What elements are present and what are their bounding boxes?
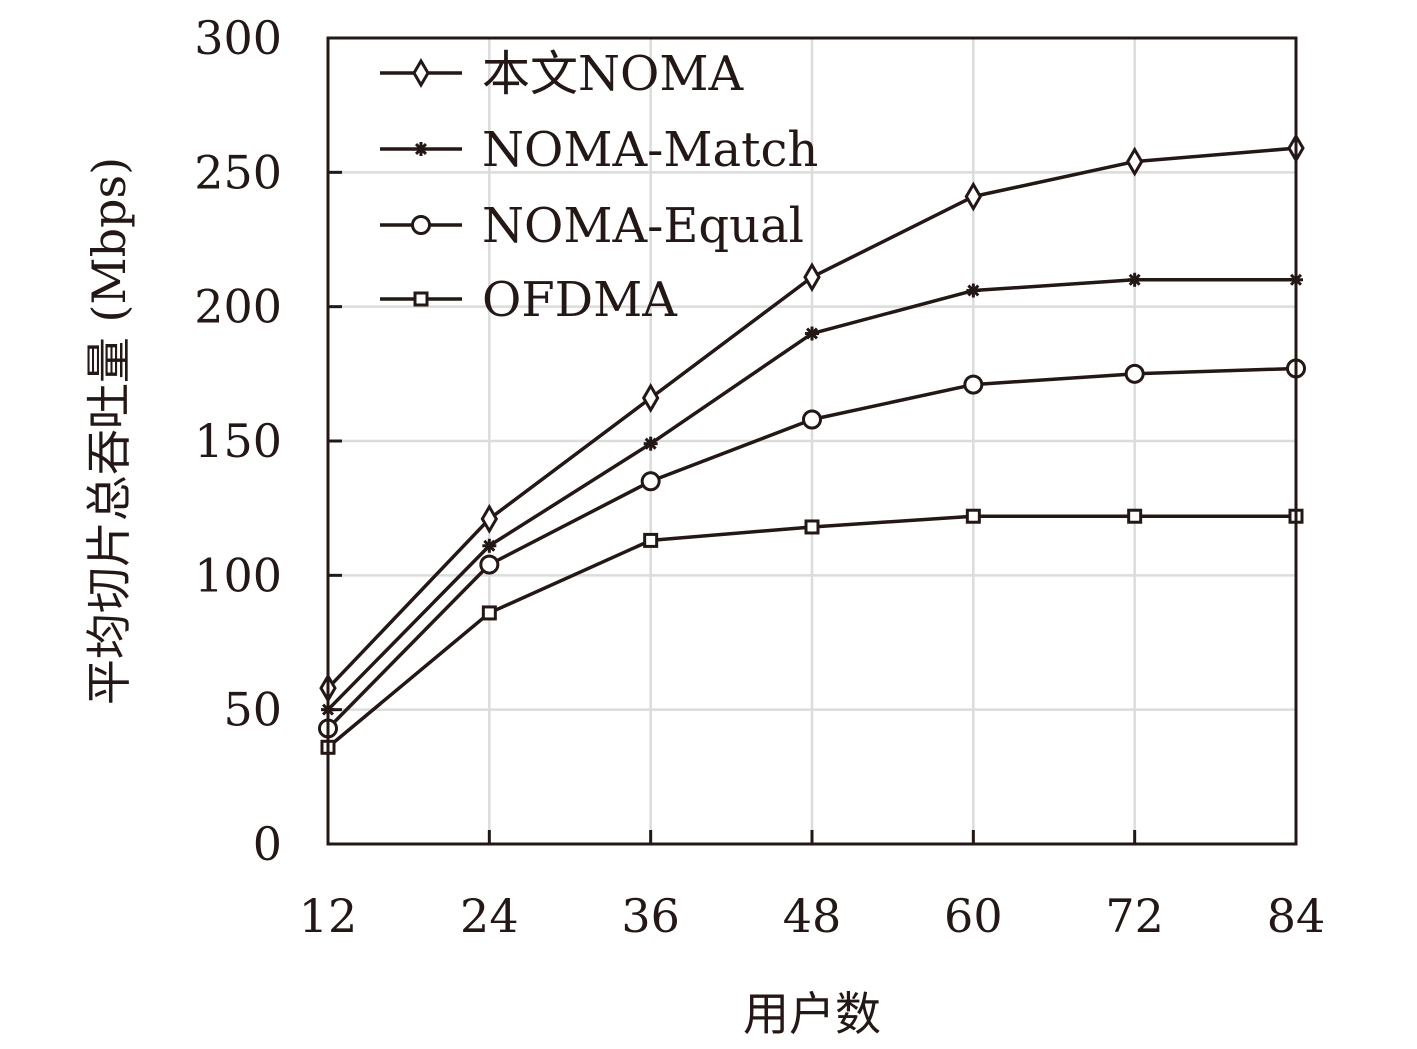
legend-marker-diamond — [412, 58, 430, 88]
data-point-square — [1127, 508, 1143, 524]
y-tick-label: 50 — [223, 683, 282, 737]
data-point-star — [966, 283, 981, 298]
data-point-star — [805, 326, 819, 341]
data-point-diamond — [1125, 146, 1144, 177]
data-point-circle — [802, 409, 822, 430]
legend-marker-circle — [411, 215, 431, 235]
y-tick-label: 0 — [253, 817, 282, 871]
legend-label: NOMA-Match — [482, 122, 818, 178]
x-tick-label: 60 — [944, 889, 1003, 943]
x-tick-label: 36 — [621, 889, 680, 943]
tick-layer: 12 24 36 48 60 72 84 0 50 100 150 200 250 300 — [194, 11, 1325, 943]
legend-label: 本文NOMA — [482, 46, 745, 102]
x-tick-label: 12 — [299, 889, 358, 943]
y-tick-label: 150 — [194, 414, 282, 468]
y-tick-label: 250 — [194, 145, 282, 199]
y-tick-label: 200 — [194, 280, 282, 334]
y-tick-label: 300 — [194, 11, 282, 65]
data-point-diamond — [803, 262, 821, 293]
data-point-diamond — [480, 503, 499, 534]
legend-marker-star — [414, 142, 428, 156]
data-point-square — [481, 605, 497, 621]
data-point-star — [1127, 272, 1142, 287]
x-tick-label: 84 — [1267, 889, 1326, 943]
data-point-diamond — [964, 181, 983, 212]
data-point-circle — [963, 374, 984, 395]
x-tick-label: 24 — [460, 889, 519, 943]
data-point-star — [482, 538, 497, 553]
y-axis-title: 平均切片总吞吐量 (Mbps) — [82, 157, 136, 705]
data-point-square — [804, 519, 820, 535]
x-tick-label: 72 — [1105, 889, 1164, 943]
data-point-star — [643, 436, 658, 451]
y-tick-label: 100 — [194, 548, 282, 602]
data-point-diamond — [641, 383, 660, 413]
x-tick-label: 48 — [783, 889, 842, 943]
legend-marker-square — [413, 291, 429, 307]
data-point-circle — [1124, 363, 1145, 384]
data-point-square — [965, 508, 981, 524]
data-point-circle — [479, 554, 500, 575]
legend-label: OFDMA — [482, 272, 678, 328]
legend: 本文NOMA NOMA-Match NOMA-Equal OFDMA — [380, 46, 818, 328]
legend-label: NOMA-Equal — [482, 198, 804, 254]
x-axis-title: 用户数 — [743, 987, 881, 1041]
data-point-circle — [640, 471, 661, 492]
data-point-square — [643, 532, 659, 548]
